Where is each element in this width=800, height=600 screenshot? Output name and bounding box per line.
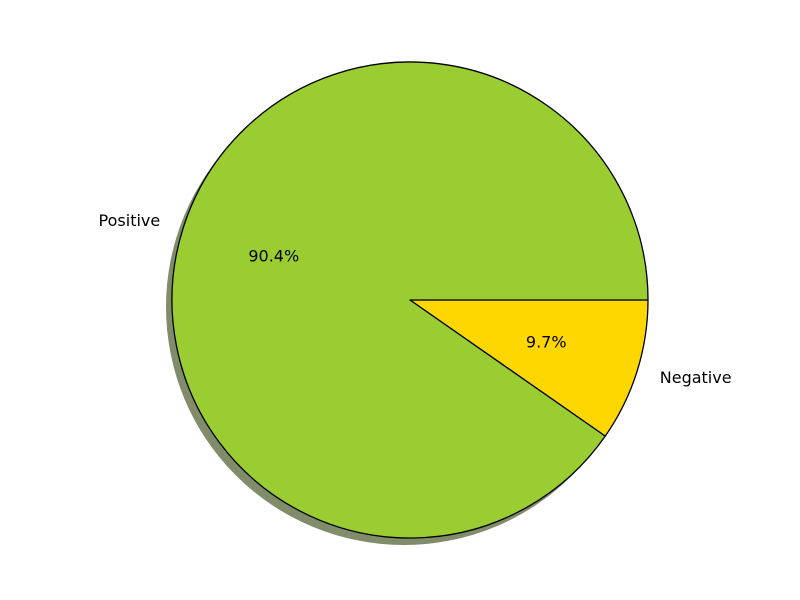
slice-label-positive: Positive <box>99 211 161 230</box>
pie-slice-negative <box>409 299 649 437</box>
pct-label-positive: 90.4% <box>248 247 299 266</box>
pie-slice-positive <box>171 61 649 539</box>
pie-slice-layer <box>171 61 649 539</box>
pie-label-layer: Negative 9.7% Positive 90.4% <box>99 211 732 387</box>
pct-label-negative: 9.7% <box>526 332 567 351</box>
slice-label-negative: Negative <box>660 368 732 387</box>
